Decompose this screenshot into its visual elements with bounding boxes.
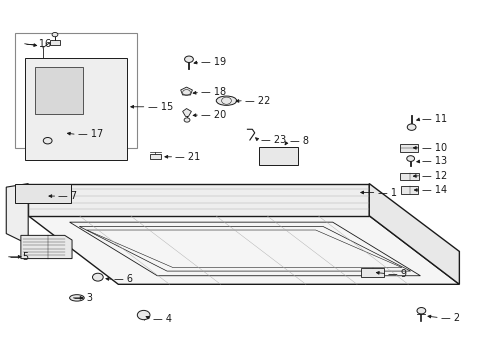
Polygon shape	[6, 184, 28, 244]
Bar	[150, 154, 161, 159]
Circle shape	[407, 124, 416, 130]
Polygon shape	[28, 184, 369, 216]
Text: — 14: — 14	[422, 185, 447, 195]
Polygon shape	[369, 184, 460, 284]
Text: — 20: — 20	[201, 110, 226, 120]
Polygon shape	[50, 40, 60, 45]
Circle shape	[407, 156, 415, 161]
Bar	[34, 67, 83, 114]
Polygon shape	[21, 235, 72, 258]
Text: — 7: — 7	[58, 191, 77, 201]
Circle shape	[417, 307, 426, 314]
Polygon shape	[181, 87, 193, 95]
Bar	[361, 267, 384, 277]
Polygon shape	[400, 144, 418, 152]
Text: — 15: — 15	[147, 102, 173, 112]
Bar	[15, 33, 137, 148]
Text: — 19: — 19	[201, 57, 226, 67]
Text: — 8: — 8	[290, 136, 309, 147]
Circle shape	[137, 310, 150, 320]
Text: — 2: — 2	[441, 312, 460, 323]
Circle shape	[185, 56, 194, 63]
Text: — 11: — 11	[422, 114, 447, 124]
Polygon shape	[401, 186, 418, 194]
Text: — 22: — 22	[245, 96, 270, 106]
Text: — 23: — 23	[261, 135, 286, 145]
Text: — 5: — 5	[10, 252, 29, 262]
Text: — 10: — 10	[422, 143, 447, 153]
Text: — 1: — 1	[377, 188, 396, 198]
Text: — 16: — 16	[26, 39, 51, 49]
Ellipse shape	[216, 96, 237, 105]
Bar	[25, 58, 127, 159]
Circle shape	[43, 138, 52, 144]
Text: — 6: — 6	[115, 274, 133, 284]
Text: — 13: — 13	[422, 157, 447, 166]
Bar	[259, 147, 297, 165]
Text: — 17: — 17	[78, 129, 103, 139]
Text: — 18: — 18	[201, 87, 226, 98]
Text: — 4: — 4	[153, 314, 172, 324]
Text: — 21: — 21	[175, 152, 200, 162]
Text: — 12: — 12	[422, 171, 447, 181]
Polygon shape	[28, 216, 460, 284]
Text: — 3: — 3	[74, 293, 94, 303]
Polygon shape	[400, 173, 419, 180]
Circle shape	[52, 32, 58, 37]
Polygon shape	[183, 109, 192, 116]
Bar	[15, 184, 71, 203]
Circle shape	[93, 273, 103, 281]
Text: — 9: — 9	[388, 269, 407, 279]
Ellipse shape	[70, 295, 84, 301]
Circle shape	[184, 118, 190, 122]
